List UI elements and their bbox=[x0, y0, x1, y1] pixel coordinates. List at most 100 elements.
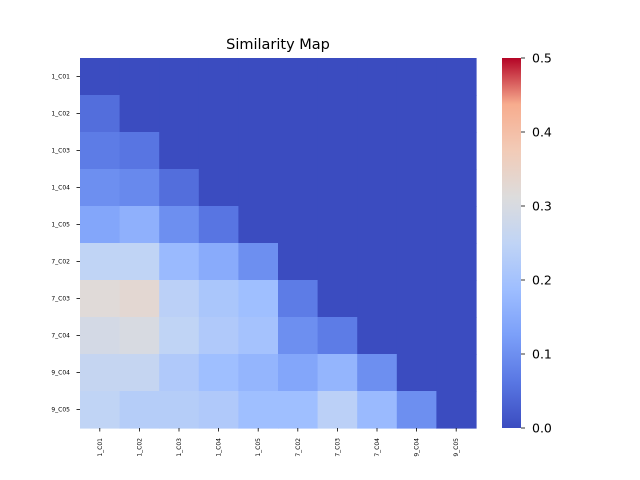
x-tick-label: 9_C05 bbox=[453, 438, 460, 457]
y-tick-labels: 1_C01 1_C02 1_C03 1_C04 1_C05 7_C02 7_C03 7_C04… bbox=[51, 74, 80, 414]
heatmap-cell bbox=[159, 243, 200, 281]
chart-title: Similarity Map bbox=[226, 37, 330, 53]
heatmap-cell bbox=[159, 58, 200, 96]
heatmap-cell bbox=[357, 206, 398, 244]
colorbar-tick-label: 0.5 bbox=[532, 51, 552, 66]
heatmap-cell bbox=[198, 354, 239, 392]
heatmap-cell bbox=[159, 132, 200, 170]
heatmap-cell bbox=[357, 354, 398, 392]
heatmap-cell bbox=[317, 95, 358, 133]
heatmap-cell bbox=[238, 317, 279, 355]
heatmap-cell bbox=[317, 243, 358, 281]
colorbar-tick-label: 0.1 bbox=[532, 347, 552, 362]
heatmap-cell bbox=[396, 206, 437, 244]
heatmap-cell bbox=[357, 391, 398, 429]
heatmap-cell bbox=[80, 132, 121, 170]
heatmap-cell bbox=[436, 206, 477, 244]
heatmap-cell bbox=[396, 169, 437, 207]
heatmap-cell bbox=[278, 317, 319, 355]
heatmap-cell bbox=[159, 354, 200, 392]
heatmap-cell bbox=[278, 354, 319, 392]
heatmap-cell bbox=[80, 317, 121, 355]
heatmap-cell bbox=[436, 132, 477, 170]
heatmap-cell bbox=[317, 317, 358, 355]
heatmap-cell bbox=[238, 95, 279, 133]
heatmap-cell bbox=[317, 58, 358, 96]
colorbar-tick-label: 0.0 bbox=[532, 421, 552, 436]
heatmap-cell bbox=[278, 391, 319, 429]
x-tick-label: 1_C01 bbox=[97, 438, 104, 457]
x-tick-label: 1_C03 bbox=[176, 438, 183, 457]
heatmap-cell bbox=[278, 95, 319, 133]
heatmap-cell bbox=[119, 391, 160, 429]
heatmap-cell bbox=[396, 95, 437, 133]
heatmap-cell bbox=[278, 243, 319, 281]
heatmap-cell bbox=[198, 58, 239, 96]
heatmap-cell bbox=[317, 206, 358, 244]
heatmap-cell bbox=[80, 391, 121, 429]
heatmap-cell bbox=[317, 354, 358, 392]
heatmap-cell bbox=[80, 95, 121, 133]
x-tick-label: 9_C04 bbox=[414, 438, 421, 457]
heatmap-cell bbox=[198, 243, 239, 281]
heatmap-cell bbox=[119, 243, 160, 281]
heatmap-cell bbox=[317, 391, 358, 429]
heatmap-cell bbox=[238, 243, 279, 281]
heatmap-cell bbox=[238, 354, 279, 392]
heatmap-cell bbox=[119, 169, 160, 207]
x-tick-label: 1_C02 bbox=[136, 438, 143, 457]
heatmap-cell bbox=[278, 206, 319, 244]
heatmap-cell bbox=[119, 206, 160, 244]
y-tick-label: 9_C04 bbox=[51, 370, 70, 377]
heatmap-cell bbox=[198, 391, 239, 429]
heatmap-cell bbox=[357, 280, 398, 318]
colorbar bbox=[502, 58, 521, 428]
y-tick-label: 1_C05 bbox=[51, 222, 70, 229]
heatmap-cell bbox=[317, 132, 358, 170]
x-tick-label: 1_C04 bbox=[216, 438, 223, 457]
heatmap-cell bbox=[317, 280, 358, 318]
y-tick-label: 9_C05 bbox=[51, 407, 70, 414]
heatmap-cell bbox=[357, 132, 398, 170]
heatmap-cell bbox=[80, 243, 121, 281]
heatmap-cell bbox=[119, 317, 160, 355]
heatmap-cell bbox=[396, 391, 437, 429]
heatmap-cell bbox=[198, 132, 239, 170]
heatmap-cell bbox=[80, 58, 121, 96]
colorbar-tick-label: 0.2 bbox=[532, 273, 552, 288]
x-tick-label: 7_C02 bbox=[295, 438, 302, 457]
heatmap-cell bbox=[198, 206, 239, 244]
heatmap-cell bbox=[80, 280, 121, 318]
heatmap-cell bbox=[159, 391, 200, 429]
x-tick-label: 1_C05 bbox=[255, 438, 262, 457]
heatmap-cell bbox=[119, 95, 160, 133]
heatmap-cell bbox=[436, 317, 477, 355]
heatmap-cell bbox=[198, 280, 239, 318]
y-tick-label: 7_C04 bbox=[51, 333, 70, 340]
heatmap-cell bbox=[278, 169, 319, 207]
heatmap-cell bbox=[238, 58, 279, 96]
heatmap-cell bbox=[159, 169, 200, 207]
heatmap-cell bbox=[357, 243, 398, 281]
heatmap-cell bbox=[436, 243, 477, 281]
y-tick-label: 7_C02 bbox=[51, 259, 70, 266]
heatmap-cell bbox=[159, 317, 200, 355]
heatmap-cell bbox=[80, 169, 121, 207]
heatmap-cell bbox=[159, 206, 200, 244]
heatmap-cell bbox=[278, 280, 319, 318]
heatmap-cell bbox=[396, 58, 437, 96]
y-tick-label: 7_C03 bbox=[51, 296, 70, 303]
y-tick-label: 1_C03 bbox=[51, 148, 70, 155]
heatmap-cell bbox=[238, 206, 279, 244]
heatmap-cell bbox=[436, 169, 477, 207]
y-tick-label: 1_C04 bbox=[51, 185, 70, 192]
heatmap-cell bbox=[278, 132, 319, 170]
heatmap-cell bbox=[357, 317, 398, 355]
heatmap-cell bbox=[119, 280, 160, 318]
heatmap-cell bbox=[80, 354, 121, 392]
heatmap-cell bbox=[436, 354, 477, 392]
heatmap-cells bbox=[80, 58, 477, 429]
heatmap-cell bbox=[238, 280, 279, 318]
heatmap-cell bbox=[396, 243, 437, 281]
heatmap-cell bbox=[198, 169, 239, 207]
